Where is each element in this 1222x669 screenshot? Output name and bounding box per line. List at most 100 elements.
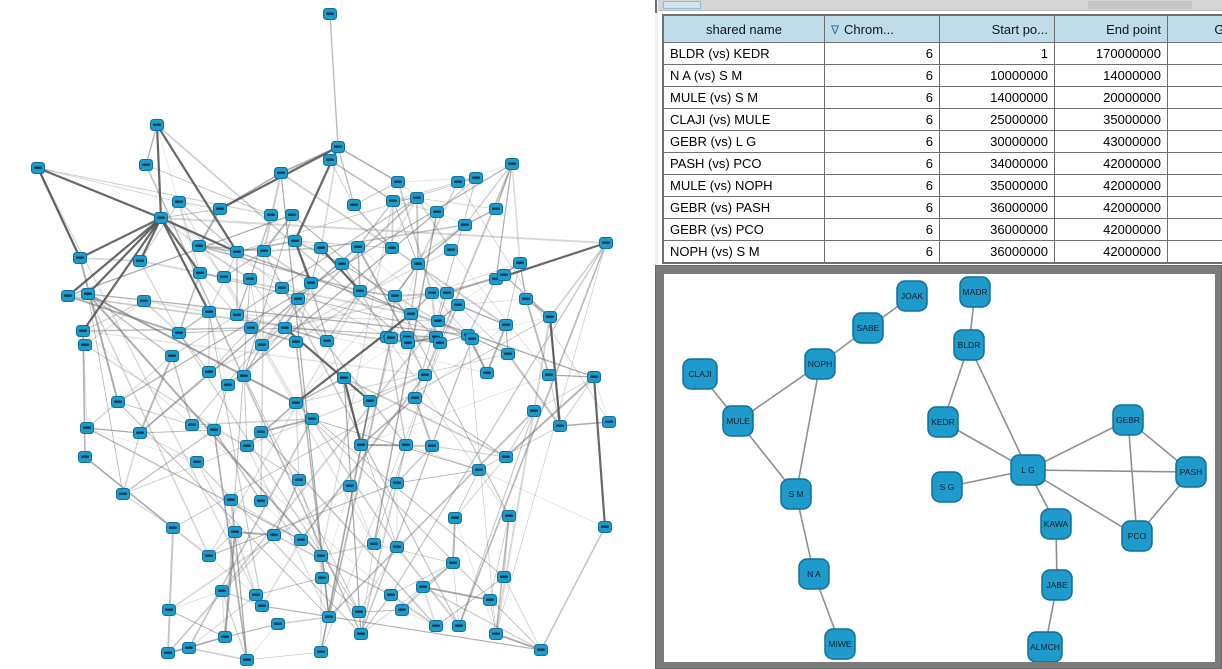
network-node[interactable] bbox=[217, 271, 231, 283]
network-node[interactable] bbox=[446, 557, 460, 569]
column-header-end-point[interactable]: End point bbox=[1054, 14, 1168, 43]
network-node[interactable] bbox=[505, 158, 519, 170]
network-node[interactable] bbox=[289, 336, 303, 348]
network-node[interactable] bbox=[166, 522, 180, 534]
network-node[interactable] bbox=[240, 654, 254, 666]
subnetwork-node[interactable]: JOAK bbox=[896, 280, 928, 312]
network-node[interactable] bbox=[351, 241, 365, 253]
subnetwork-node[interactable]: S M bbox=[780, 478, 812, 510]
network-node[interactable] bbox=[185, 419, 199, 431]
network-node[interactable] bbox=[489, 203, 503, 215]
network-node[interactable] bbox=[395, 604, 409, 616]
network-node[interactable] bbox=[207, 424, 221, 436]
table-row[interactable]: GEBR (vs) PCO636000000420000008.4 bbox=[662, 218, 1222, 241]
subnetwork-node[interactable]: MULE bbox=[722, 405, 754, 437]
network-node[interactable] bbox=[480, 367, 494, 379]
subnetwork-node[interactable]: MADR bbox=[959, 276, 991, 308]
subnetwork-node[interactable]: KAWA bbox=[1040, 508, 1072, 540]
network-node[interactable] bbox=[202, 306, 216, 318]
network-node[interactable] bbox=[499, 319, 513, 331]
network-node[interactable] bbox=[315, 572, 329, 584]
network-node[interactable] bbox=[314, 646, 328, 658]
network-node[interactable] bbox=[513, 257, 527, 269]
network-node[interactable] bbox=[418, 369, 432, 381]
network-node[interactable] bbox=[202, 550, 216, 562]
network-node[interactable] bbox=[292, 474, 306, 486]
network-node[interactable] bbox=[322, 611, 336, 623]
network-node[interactable] bbox=[61, 290, 75, 302]
network-node[interactable] bbox=[408, 392, 422, 404]
network-node[interactable] bbox=[314, 550, 328, 562]
table-row[interactable]: PASH (vs) PCO6340000004200000011.4 bbox=[662, 152, 1222, 175]
network-node[interactable] bbox=[193, 267, 207, 279]
network-node[interactable] bbox=[139, 159, 153, 171]
network-node[interactable] bbox=[192, 240, 206, 252]
network-node[interactable] bbox=[230, 309, 244, 321]
network-node[interactable] bbox=[240, 440, 254, 452]
network-node[interactable] bbox=[404, 308, 418, 320]
network-node[interactable] bbox=[451, 176, 465, 188]
network-node[interactable] bbox=[271, 618, 285, 630]
network-node[interactable] bbox=[254, 495, 268, 507]
network-node[interactable] bbox=[483, 594, 497, 606]
network-node[interactable] bbox=[278, 322, 292, 334]
subnetwork-node[interactable]: GEBR bbox=[1112, 404, 1144, 436]
network-node[interactable] bbox=[497, 269, 511, 281]
network-node[interactable] bbox=[161, 647, 175, 659]
subnetwork-node[interactable]: KEDR bbox=[927, 406, 959, 438]
network-node[interactable] bbox=[440, 287, 454, 299]
network-node[interactable] bbox=[425, 287, 439, 299]
subnetwork-node[interactable]: JABE bbox=[1041, 569, 1073, 601]
network-node[interactable] bbox=[431, 315, 445, 327]
network-node[interactable] bbox=[221, 379, 235, 391]
table-row[interactable]: MULE (vs) NOPH6350000004200000010.5 bbox=[662, 174, 1222, 197]
network-node[interactable] bbox=[430, 206, 444, 218]
network-node[interactable] bbox=[288, 235, 302, 247]
network-node[interactable] bbox=[386, 195, 400, 207]
network-node[interactable] bbox=[367, 538, 381, 550]
network-node[interactable] bbox=[255, 600, 269, 612]
network-node[interactable] bbox=[165, 350, 179, 362]
table-row[interactable]: N A (vs) S M610000000140000006.6 bbox=[662, 64, 1222, 87]
network-node[interactable] bbox=[458, 219, 472, 231]
network-node[interactable] bbox=[162, 604, 176, 616]
network-node[interactable] bbox=[444, 244, 458, 256]
network-node[interactable] bbox=[497, 571, 511, 583]
network-node[interactable] bbox=[249, 589, 263, 601]
network-node[interactable] bbox=[502, 510, 516, 522]
table-row[interactable]: BLDR (vs) KEDR61170000000192.0 bbox=[662, 42, 1222, 65]
table-row[interactable]: GEBR (vs) PASH636000000420000008.9 bbox=[662, 196, 1222, 219]
network-node[interactable] bbox=[224, 494, 238, 506]
network-node[interactable] bbox=[228, 526, 242, 538]
network-node[interactable] bbox=[602, 416, 616, 428]
network-node[interactable] bbox=[469, 172, 483, 184]
network-node[interactable] bbox=[255, 339, 269, 351]
network-node[interactable] bbox=[314, 242, 328, 254]
network-node[interactable] bbox=[305, 413, 319, 425]
network-node[interactable] bbox=[363, 395, 377, 407]
network-node[interactable] bbox=[553, 420, 567, 432]
network-node[interactable] bbox=[534, 644, 548, 656]
network-node[interactable] bbox=[587, 371, 601, 383]
table-row[interactable]: CLAJI (vs) MULE625000000350000005.9 bbox=[662, 108, 1222, 131]
network-node[interactable] bbox=[230, 246, 244, 258]
network-node[interactable] bbox=[323, 154, 337, 166]
subnetwork-node[interactable]: N A bbox=[798, 558, 830, 590]
network-node[interactable] bbox=[154, 212, 168, 224]
subnetwork-node[interactable]: L G bbox=[1010, 454, 1046, 486]
network-node[interactable] bbox=[285, 209, 299, 221]
network-node[interactable] bbox=[80, 422, 94, 434]
network-node[interactable] bbox=[289, 397, 303, 409]
network-node[interactable] bbox=[343, 480, 357, 492]
network-node[interactable] bbox=[429, 620, 443, 632]
subnetwork-canvas[interactable]: JOAK SABE NOPH CLAJI MULE S M N A MIWE MADR BLDR K… bbox=[664, 274, 1215, 663]
network-node[interactable] bbox=[133, 255, 147, 267]
subnetwork-node[interactable]: S G bbox=[931, 471, 963, 503]
table-row[interactable]: MULE (vs) S M614000000200000007.5 bbox=[662, 86, 1222, 109]
network-node[interactable] bbox=[254, 426, 268, 438]
network-node[interactable] bbox=[275, 282, 289, 294]
network-node[interactable] bbox=[347, 199, 361, 211]
table-row[interactable]: GEBR (vs) L G6300000004300000016.9 bbox=[662, 130, 1222, 153]
subnetwork-node[interactable]: BLDR bbox=[953, 329, 985, 361]
network-node[interactable] bbox=[244, 322, 258, 334]
